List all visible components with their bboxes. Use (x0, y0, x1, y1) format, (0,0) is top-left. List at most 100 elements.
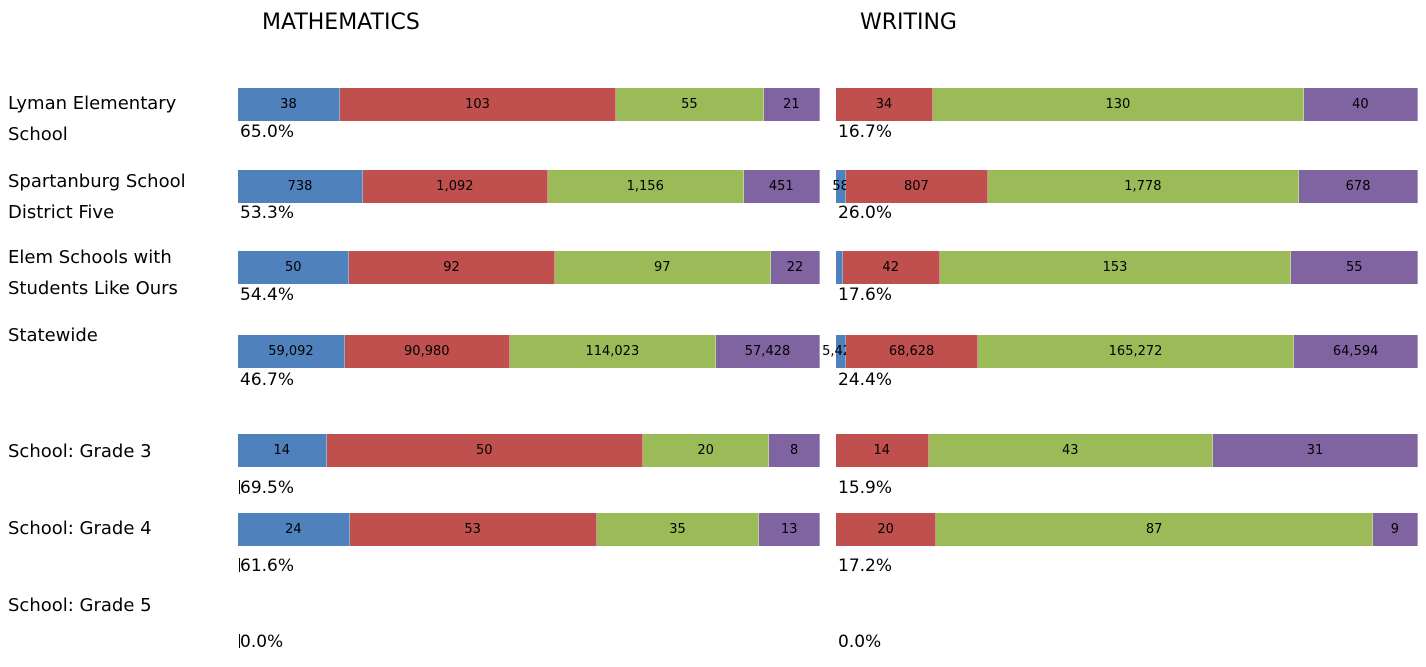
data-label: 14 (273, 443, 291, 458)
bar-segment: 22 (770, 251, 820, 284)
data-label: 64,594 (1332, 344, 1379, 359)
data-label: 31 (1306, 443, 1324, 458)
writing-bar: 34 130 40 (836, 88, 1418, 121)
data-label: 35 (669, 522, 686, 537)
data-label: 165,272 (1108, 344, 1163, 359)
writing-bar: 42 153 55 (836, 251, 1418, 284)
data-label: 92 (443, 260, 460, 275)
bar-segment: 50 (238, 251, 350, 284)
bar-segment: 35 (596, 513, 760, 546)
data-label: 87 (1145, 522, 1163, 537)
bar-segment: 807 (846, 170, 988, 203)
data-label: 103 (465, 97, 490, 112)
data-label: 34 (875, 97, 893, 112)
writing-percent-label: 24.4% (838, 370, 893, 390)
data-label: 59,092 (268, 344, 314, 359)
data-label: 53 (464, 522, 481, 537)
bar-segment: 90,980 (344, 335, 510, 368)
bar-segment: 64,594 (1294, 335, 1418, 368)
bar-segment: 738 (238, 170, 363, 203)
data-label: 1,778 (1124, 179, 1162, 194)
bar-segment: 53 (349, 513, 597, 546)
data-label: 20 (697, 443, 714, 458)
row-label: School: Grade 3 (8, 441, 152, 462)
writing-percent-label: 17.6% (838, 285, 893, 305)
bar-segment: 678 (1299, 170, 1418, 203)
bar-segment: 24 (238, 513, 350, 546)
writing-bar: 5,426 68,628 165,272 64,594 (822, 335, 1418, 368)
zero-tick (239, 558, 240, 572)
writing-title: WRITING (860, 10, 957, 35)
data-label: 55 (681, 97, 698, 112)
bar-segment: 20 (836, 513, 937, 546)
writing-percent-label: 26.0% (838, 203, 893, 223)
math-bar: 24 53 35 13 (238, 513, 820, 546)
bar-segment: 58 (832, 170, 849, 203)
data-label: 57,428 (744, 344, 791, 359)
zero-tick (239, 634, 240, 648)
bar-segment: 59,092 (238, 335, 345, 368)
row-label: Elem Schools with Students Like Ours (8, 247, 178, 299)
bar-segment: 31 (1212, 434, 1418, 467)
data-label: 43 (1061, 443, 1079, 458)
bar-segment: 97 (554, 251, 771, 284)
bar-segment: 1,092 (362, 170, 548, 203)
data-label: 807 (903, 179, 929, 194)
math-bar: 738 1,092 1,156 451 (238, 170, 820, 203)
row-label: Spartanburg School District Five (8, 171, 186, 223)
bar-segment: 14 (836, 434, 929, 467)
bar-segment: 40 (1303, 88, 1418, 121)
data-label: 90,980 (404, 344, 450, 359)
bar-segment: 13 (759, 513, 820, 546)
row-label: Statewide (8, 325, 98, 346)
data-label: 678 (1345, 179, 1371, 194)
data-label: 38 (280, 97, 297, 112)
data-label: 8 (790, 443, 799, 458)
bar-segment: 55 (1291, 251, 1418, 284)
data-label: 42 (882, 260, 899, 275)
data-label: 13 (780, 522, 798, 537)
math-bar: 38 103 55 21 (238, 88, 820, 121)
bar-segment: 87 (936, 513, 1373, 546)
bar-segment: 9 (1372, 513, 1418, 546)
bar-segment: 21 (763, 88, 820, 121)
bar-segment: 14 (238, 434, 327, 467)
data-label: 1,092 (436, 179, 474, 194)
writing-percent-label: 0.0% (838, 632, 882, 652)
bar-segment: 451 (743, 170, 820, 203)
bar-segment: 43 (928, 434, 1213, 467)
math-bar: 59,092 90,980 114,023 57,428 (238, 335, 820, 368)
data-label: 114,023 (585, 344, 640, 359)
math-bar: 50 92 97 22 (238, 251, 820, 284)
bar-segment: 38 (238, 88, 340, 121)
data-label: 55 (1345, 260, 1363, 275)
math-title: MATHEMATICS (262, 10, 420, 35)
data-label: 20 (877, 522, 894, 537)
data-label: 68,628 (888, 344, 935, 359)
data-label: 58 (832, 179, 849, 194)
math-percent-label: 65.0% (240, 122, 295, 142)
math-percent-label: 54.4% (240, 285, 295, 305)
bar-segment: 5,426 (822, 335, 859, 368)
data-label: 24 (285, 522, 302, 537)
bar-segment: 1,778 (987, 170, 1300, 203)
data-label: 9 (1390, 522, 1400, 537)
bar-segment: 34 (836, 88, 933, 121)
data-label: 14 (873, 443, 891, 458)
row-label: School: Grade 5 (8, 595, 152, 616)
math-bar: 14 50 20 8 (238, 434, 820, 467)
writing-percent-label: 17.2% (838, 556, 893, 576)
bar-segment: 20 (642, 434, 770, 467)
data-label: 97 (654, 260, 671, 275)
data-label: 153 (1102, 260, 1128, 275)
bar-segment: 92 (349, 251, 555, 284)
data-label: 22 (786, 260, 804, 275)
bar-segment: 1,156 (547, 170, 744, 203)
bar-segment (836, 251, 843, 284)
bar-segment: 114,023 (509, 335, 717, 368)
writing-bar: 58 807 1,778 678 (832, 170, 1418, 203)
math-percent-label: 46.7% (240, 370, 295, 390)
data-label: 451 (768, 179, 794, 194)
data-label: 40 (1352, 97, 1369, 112)
math-percent-label: 61.6% (240, 556, 295, 576)
